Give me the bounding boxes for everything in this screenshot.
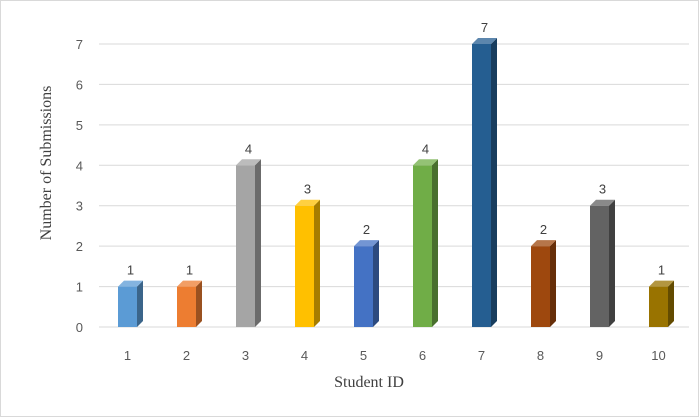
bar-top [295, 199, 320, 206]
data-label: 1 [127, 263, 134, 278]
bar-side [668, 280, 674, 327]
x-tick-label: 9 [596, 348, 603, 363]
bar-top [413, 159, 438, 166]
bar-side [373, 240, 379, 327]
bar [590, 199, 615, 327]
bar-front [177, 286, 196, 327]
bar-top [649, 280, 674, 287]
x-tick-label: 7 [478, 348, 485, 363]
data-label: 1 [658, 263, 665, 278]
bar-front [413, 165, 432, 327]
data-label: 2 [540, 222, 547, 237]
data-label: 1 [186, 263, 193, 278]
bar-side [314, 199, 320, 327]
bar [531, 240, 556, 327]
bar-top [354, 240, 379, 247]
bar-top [531, 240, 556, 247]
bar [354, 240, 379, 327]
bar [472, 38, 497, 327]
bar-top [236, 159, 261, 166]
bar-top [590, 199, 615, 206]
bar-front [354, 246, 373, 327]
bar-front [472, 44, 491, 327]
bar-side [432, 159, 438, 327]
bar [649, 280, 674, 327]
bar-front [590, 205, 609, 327]
y-tick-label: 7 [76, 37, 83, 52]
x-axis-ticks: 1 2 3 4 5 6 7 8 9 10 [124, 348, 666, 363]
x-tick-label: 2 [183, 348, 190, 363]
bar [413, 159, 438, 327]
bar-front [118, 286, 137, 327]
bar-top [177, 280, 202, 287]
y-axis-ticks: 0 1 2 3 4 5 6 7 [76, 37, 83, 335]
data-label: 7 [481, 20, 488, 35]
data-label: 4 [422, 141, 429, 156]
bar-front [295, 205, 314, 327]
y-tick-label: 3 [76, 199, 83, 214]
bar [236, 159, 261, 327]
bar-side [491, 38, 497, 327]
bar-front [649, 286, 668, 327]
y-tick-label: 6 [76, 77, 83, 92]
x-tick-label: 6 [419, 348, 426, 363]
bar-front [531, 246, 550, 327]
x-tick-label: 4 [301, 348, 308, 363]
bar-side [609, 199, 615, 327]
bar-top [118, 280, 143, 287]
data-label: 3 [599, 182, 606, 197]
bar-side [137, 280, 143, 327]
x-tick-label: 1 [124, 348, 131, 363]
bar [177, 280, 202, 327]
bar-side [550, 240, 556, 327]
y-tick-label: 0 [76, 320, 83, 335]
bar [118, 280, 143, 327]
x-axis-title: Student ID [334, 374, 404, 391]
y-tick-label: 5 [76, 118, 83, 133]
x-tick-label: 3 [242, 348, 249, 363]
bar-front [236, 165, 255, 327]
x-tick-label: 5 [360, 348, 367, 363]
data-label: 2 [363, 222, 370, 237]
bar-top [472, 38, 497, 44]
x-tick-label: 10 [651, 348, 665, 363]
y-tick-label: 2 [76, 239, 83, 254]
y-tick-label: 1 [76, 280, 83, 295]
y-axis-title: Number of Submissions [38, 86, 55, 241]
data-label: 4 [245, 141, 252, 156]
x-tick-label: 8 [537, 348, 544, 363]
bar-side [196, 280, 202, 327]
bar-side [255, 159, 261, 327]
y-tick-label: 4 [76, 158, 83, 173]
data-label: 3 [304, 182, 311, 197]
bars: 1 1 4 3 2 4 7 2 3 1 [118, 20, 674, 327]
bar [295, 199, 320, 327]
